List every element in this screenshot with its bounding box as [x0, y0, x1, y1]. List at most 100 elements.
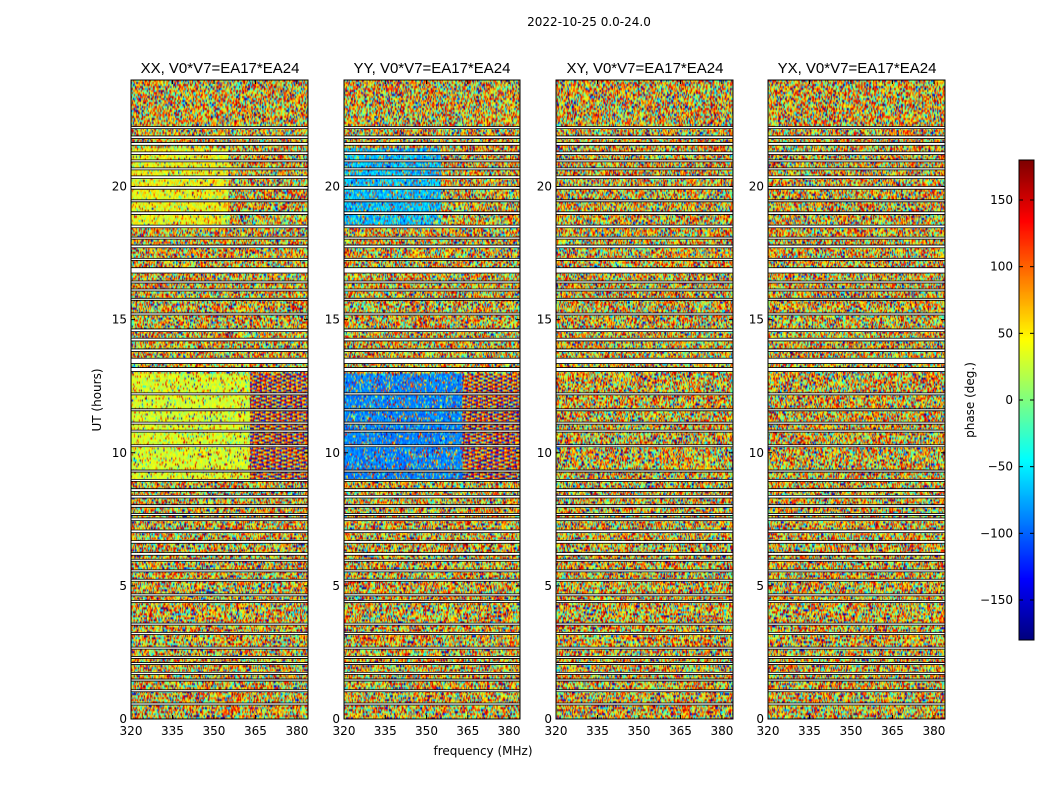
flagged-row [344, 245, 520, 248]
flagged-row [131, 679, 308, 682]
flagged-row [556, 338, 733, 341]
plot-frame-yy [343, 79, 521, 720]
flagged-row [556, 569, 733, 572]
flagged-row [344, 367, 520, 372]
flagged-row [556, 656, 733, 659]
flagged-row [768, 408, 945, 411]
flagged-row [344, 312, 520, 315]
flagged-row [556, 600, 733, 603]
flagged-row [768, 298, 945, 301]
flagged-row [131, 504, 308, 508]
colorbar-tick-label: 150 [990, 193, 1013, 207]
y-tick-label: 20 [537, 180, 552, 194]
flagged-row [344, 358, 520, 364]
flagged-row [556, 199, 733, 202]
flagged-row [556, 672, 733, 675]
flagged-row [768, 338, 945, 341]
flagged-row [768, 552, 945, 556]
plot-frame-xx [130, 79, 309, 720]
flagged-row [344, 517, 520, 521]
colorbar-label: phase (deg.) [963, 362, 977, 438]
flagged-row [131, 159, 308, 162]
flagged-row [131, 167, 308, 170]
flagged-row [768, 175, 945, 179]
x-axis-ticks-xy: 320 335 350 365 380 [545, 80, 733, 738]
x-tick-label: 380 [710, 724, 733, 738]
y-tick-label: 15 [112, 313, 127, 327]
colorbar-ticks: −150 −100 −50 0 50 100 150 [980, 193, 1034, 607]
panel-yy: YY, V0*V7=EA17*EA24 320 335 350 365 380 0 5 10… [325, 60, 521, 738]
y-tick-label: 20 [325, 180, 340, 194]
flagged-row [768, 199, 945, 202]
flagged-row [768, 600, 945, 603]
flagged-row [131, 199, 308, 202]
flagged-row [556, 358, 733, 364]
flagged-row [768, 422, 945, 425]
flagged-row [344, 186, 520, 190]
plot-frame-yx [767, 79, 946, 720]
flagged-row [344, 281, 520, 284]
flagged-row [556, 408, 733, 411]
flagged-row [768, 623, 945, 626]
flagged-row [344, 647, 520, 650]
flagged-row [344, 504, 520, 508]
flagged-row [131, 258, 308, 261]
flagged-row [344, 703, 520, 706]
flagged-row [768, 159, 945, 162]
flagged-row [344, 392, 520, 395]
x-tick-label: 380 [285, 724, 308, 738]
colorbar: −150 −100 −50 0 50 100 150 phase (deg.) [963, 159, 1035, 641]
flagged-row [131, 289, 308, 292]
panel-title-yx: YX, V0*V7=EA17*EA24 [778, 60, 937, 77]
flagged-row [344, 679, 520, 682]
y-axis-ticks-yy: 0 5 10 15 20 [325, 180, 520, 726]
y-tick-label: 20 [749, 180, 764, 194]
x-tick-label: 350 [203, 724, 226, 738]
flagged-row [344, 488, 520, 492]
flagged-row [556, 225, 733, 228]
flagged-row [556, 245, 733, 248]
flagged-row [556, 632, 733, 635]
flagged-row [344, 689, 520, 692]
flagged-row [768, 569, 945, 572]
y-axis-ticks-yx: 0 5 10 15 20 [749, 180, 945, 726]
flagged-row [131, 135, 308, 139]
flagged-row [344, 175, 520, 179]
flagged-row [131, 358, 308, 364]
flagged-row [768, 142, 945, 146]
flagged-row [768, 312, 945, 315]
flagged-row [344, 513, 520, 516]
colorbar-tick-label: 100 [990, 260, 1013, 274]
flagged-row [131, 540, 308, 544]
flagged-row [344, 199, 520, 202]
panel-title-xy: XY, V0*V7=EA17*EA24 [567, 60, 724, 77]
flagged-row [556, 552, 733, 556]
flagged-row [768, 529, 945, 533]
y-tick-label: 10 [749, 446, 764, 460]
flagged-row [131, 703, 308, 706]
flagged-row [131, 225, 308, 228]
flagged-row [768, 504, 945, 508]
flagged-row [768, 289, 945, 292]
flagged-row [344, 430, 520, 433]
flagged-row [344, 569, 520, 572]
flagged-row [344, 559, 520, 562]
y-axis-label: UT (hours) [90, 368, 104, 431]
flagged-row [556, 267, 733, 274]
flagged-row [556, 593, 733, 596]
plot-frame-xy [555, 79, 734, 720]
flagged-row [768, 245, 945, 248]
y-tick-label: 0 [332, 712, 340, 726]
flagged-row [344, 672, 520, 675]
flagged-row [344, 529, 520, 533]
flagged-row [556, 444, 733, 447]
flagged-row [344, 632, 520, 635]
flagged-row [131, 211, 308, 215]
flagged-row [131, 579, 308, 582]
y-tick-label: 5 [756, 579, 764, 593]
flagged-row [556, 142, 733, 146]
flagged-row [556, 689, 733, 692]
flagged-row [344, 126, 520, 129]
flagged-row [344, 422, 520, 425]
y-tick-label: 5 [544, 579, 552, 593]
